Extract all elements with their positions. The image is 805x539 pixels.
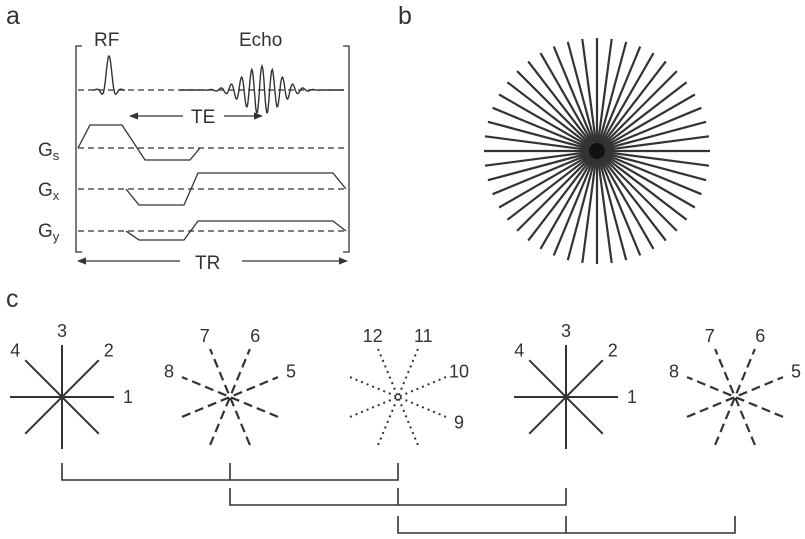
- spoke-group-4: 1 2 3 4: [514, 321, 637, 449]
- pulse-sequence-diagram: RF Echo TE Gs Gx Gy TR: [38, 30, 350, 274]
- spoke-number: 2: [104, 340, 114, 360]
- spoke-number: 4: [10, 340, 20, 360]
- spoke: [209, 348, 251, 446]
- spoke-number: 6: [250, 326, 260, 346]
- spoke-number: 3: [57, 321, 67, 341]
- spoke-number: 5: [286, 362, 296, 382]
- echo-signal: [180, 63, 344, 114]
- spoke-group-2: 5 6 7 8: [164, 326, 296, 446]
- spoke-number: 7: [705, 326, 715, 346]
- spoke-number: 8: [164, 362, 174, 382]
- gy-waveform: [125, 220, 347, 241]
- bracket-1: [61, 463, 399, 481]
- spoke-number: 1: [123, 387, 133, 407]
- spoke: [377, 348, 419, 446]
- tr-bracket-right: [343, 45, 350, 253]
- spoke-number: 3: [561, 321, 571, 341]
- spoke-number: 11: [414, 326, 433, 346]
- panel-label-c: c: [6, 285, 19, 313]
- k-space-center: [589, 143, 605, 159]
- spoke-number: 7: [200, 326, 210, 346]
- spoke-number: 6: [755, 326, 765, 346]
- sliding-window-brackets: [61, 463, 736, 534]
- te-label: TE: [191, 107, 215, 128]
- gs-waveform: [77, 124, 201, 161]
- spoke: [181, 376, 279, 418]
- spoke-group-3: 9 10 11 12: [349, 326, 469, 446]
- spoke: [349, 376, 447, 418]
- spoke-number: 1: [627, 387, 637, 407]
- spoke-number: 5: [791, 362, 801, 382]
- gx-label: Gx: [38, 180, 60, 203]
- panel-label-a: a: [6, 2, 20, 30]
- spoke: [686, 376, 784, 418]
- rf-pulse: [93, 55, 125, 95]
- bracket-2: [229, 488, 567, 506]
- panel-label-b: b: [398, 2, 412, 30]
- tr-bracket-left: [75, 45, 82, 253]
- spoke-group-1: 1 2 3 4: [10, 321, 133, 449]
- spoke-number: 9: [454, 412, 464, 432]
- gy-label: Gy: [38, 221, 60, 244]
- spoke: [209, 348, 251, 446]
- spoke: [377, 348, 419, 446]
- rf-label: RF: [94, 30, 119, 51]
- radial-trajectory: [484, 38, 710, 264]
- spoke: [181, 376, 279, 418]
- spoke-number: 12: [363, 326, 383, 346]
- spoke: [714, 348, 756, 446]
- gx-waveform: [125, 172, 347, 206]
- spoke: [686, 376, 784, 418]
- spoke: [24, 359, 100, 435]
- spoke: [349, 376, 447, 418]
- spoke-number: 2: [608, 340, 618, 360]
- spoke-number: 8: [669, 362, 679, 382]
- spoke-number: 4: [514, 340, 524, 360]
- gs-label: Gs: [38, 140, 60, 163]
- spoke: [528, 359, 604, 435]
- bracket-3: [397, 516, 736, 534]
- tr-label: TR: [195, 253, 220, 274]
- spoke-number: 10: [449, 362, 469, 382]
- echo-label: Echo: [239, 30, 282, 51]
- spoke-group-5: 5 6 7 8: [669, 326, 801, 446]
- spoke: [714, 348, 756, 446]
